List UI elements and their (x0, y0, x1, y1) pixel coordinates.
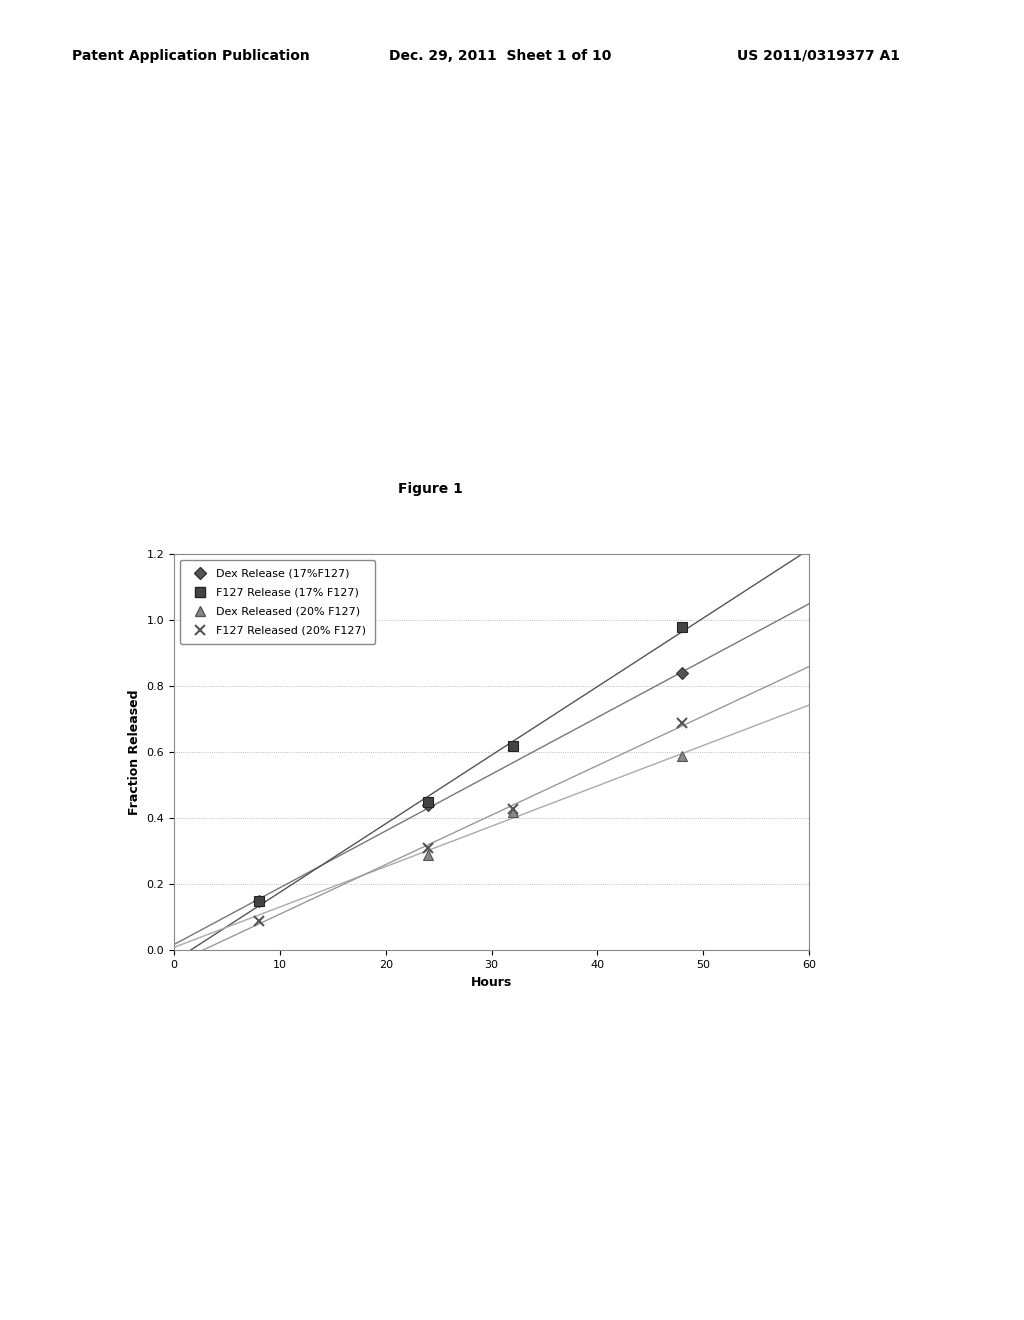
Text: Dec. 29, 2011  Sheet 1 of 10: Dec. 29, 2011 Sheet 1 of 10 (389, 49, 611, 63)
Legend: Dex Release (17%F127), F127 Release (17% F127), Dex Released (20% F127), F127 Re: Dex Release (17%F127), F127 Release (17%… (179, 560, 375, 644)
Text: Figure 1: Figure 1 (397, 482, 463, 496)
X-axis label: Hours: Hours (471, 975, 512, 989)
Text: US 2011/0319377 A1: US 2011/0319377 A1 (737, 49, 900, 63)
Y-axis label: Fraction Released: Fraction Released (128, 689, 141, 816)
Text: Patent Application Publication: Patent Application Publication (72, 49, 309, 63)
